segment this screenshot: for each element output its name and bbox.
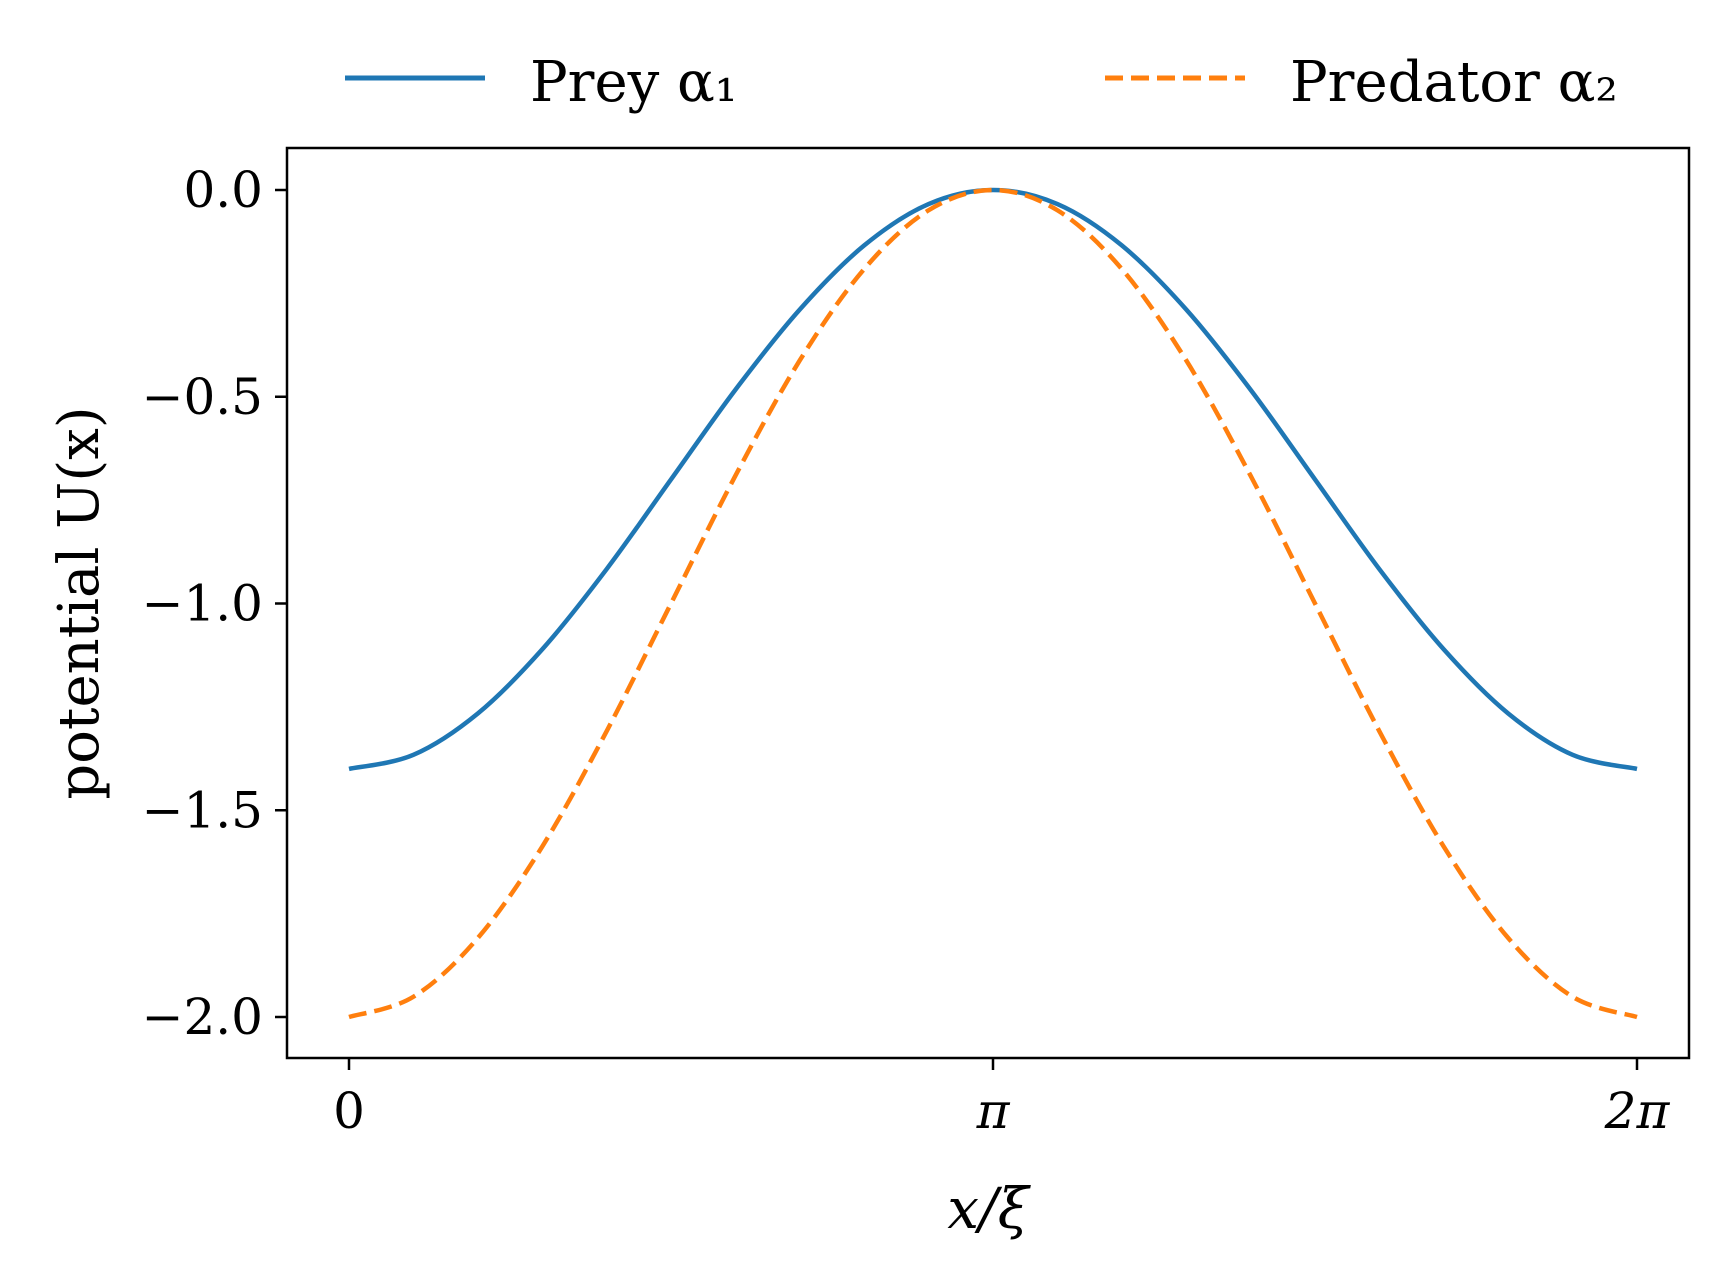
x-tick-label: 2π xyxy=(1604,1082,1671,1140)
series-line-prey xyxy=(348,187,1638,772)
y-tick-label: 0.0 xyxy=(183,161,263,219)
y-ticks: 0.0 −0.5 −1.0 −1.5 −2.0 xyxy=(142,161,287,1046)
y-tick-label: −1.0 xyxy=(142,575,263,633)
x-ticks: 0 π 2π xyxy=(333,1058,1670,1140)
y-tick-label: −0.5 xyxy=(142,368,263,426)
x-tick-label: π xyxy=(976,1082,1011,1140)
y-tick-label: −1.5 xyxy=(142,781,263,839)
series-line-predator xyxy=(348,187,1638,1020)
y-axis-label: potential U(x) xyxy=(47,406,112,799)
x-tick-label: 0 xyxy=(333,1082,365,1140)
legend-label-predator: Predator α₂ xyxy=(1290,50,1618,115)
series-layer xyxy=(348,187,1638,1020)
x-axis-label: x/ξ xyxy=(947,1177,1031,1242)
plot-frame xyxy=(285,146,1691,1060)
legend-label-prey: Prey α₁ xyxy=(530,50,737,115)
y-tick-label: −2.0 xyxy=(142,988,263,1046)
legend: Prey α₁ Predator α₂ xyxy=(345,50,1618,115)
